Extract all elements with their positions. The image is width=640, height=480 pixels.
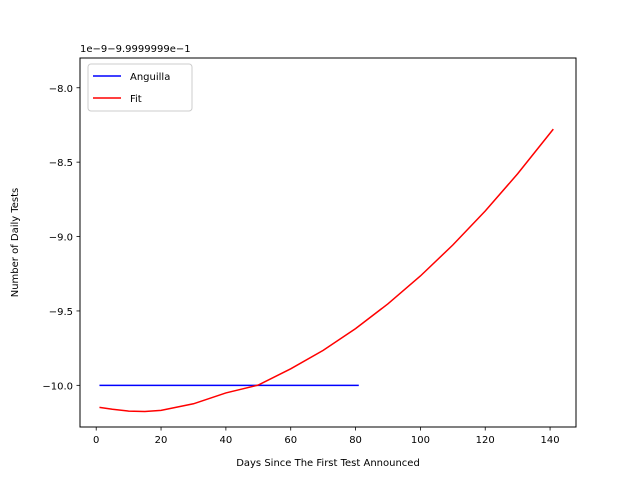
x-tick-label: 40 [220, 435, 233, 446]
series-line-fit [99, 128, 554, 413]
x-tick-label: 0 [93, 435, 99, 446]
x-tick-label: 140 [541, 435, 560, 446]
x-tick-label: 120 [476, 435, 495, 446]
y-axis-label: Number of Daily Tests [10, 188, 21, 298]
y-tick-label: −8.0 [49, 84, 73, 95]
x-tick-label: 80 [349, 435, 362, 446]
legend-label-anguilla: Anguilla [130, 72, 170, 83]
series-layer [99, 128, 554, 413]
legend: Anguilla Fit [87, 63, 193, 112]
x-tick-label: 60 [284, 435, 297, 446]
x-axis: 0 20 40 60 80 100 120 140 [93, 427, 560, 446]
y-axis: −10.0 −9.5 −9.0 −8.5 −8.0 [42, 84, 80, 392]
plot-frame [79, 57, 577, 428]
x-axis-label: Days Since The First Test Announced [236, 458, 420, 469]
y-axis-offset-text: 1e−9−9.9999999e−1 [80, 44, 191, 55]
x-tick-label: 100 [411, 435, 430, 446]
y-tick-label: −10.0 [42, 381, 73, 392]
x-tick-label: 20 [155, 435, 168, 446]
y-tick-label: −9.0 [49, 233, 73, 244]
y-tick-label: −9.5 [49, 307, 73, 318]
legend-label-fit: Fit [130, 94, 142, 105]
plot-area [79, 57, 577, 428]
y-tick-label: −8.5 [49, 158, 73, 169]
